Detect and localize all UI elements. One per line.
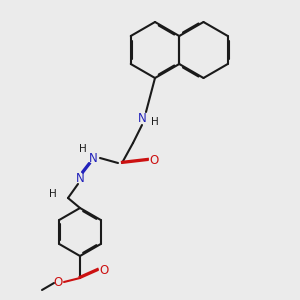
Text: O: O — [149, 154, 159, 166]
Text: H: H — [151, 117, 159, 127]
Text: O: O — [53, 275, 63, 289]
Text: O: O — [99, 263, 109, 277]
Text: N: N — [88, 152, 98, 164]
Text: N: N — [138, 112, 146, 124]
Text: H: H — [49, 189, 57, 199]
Text: N: N — [76, 172, 84, 184]
Text: H: H — [79, 144, 87, 154]
